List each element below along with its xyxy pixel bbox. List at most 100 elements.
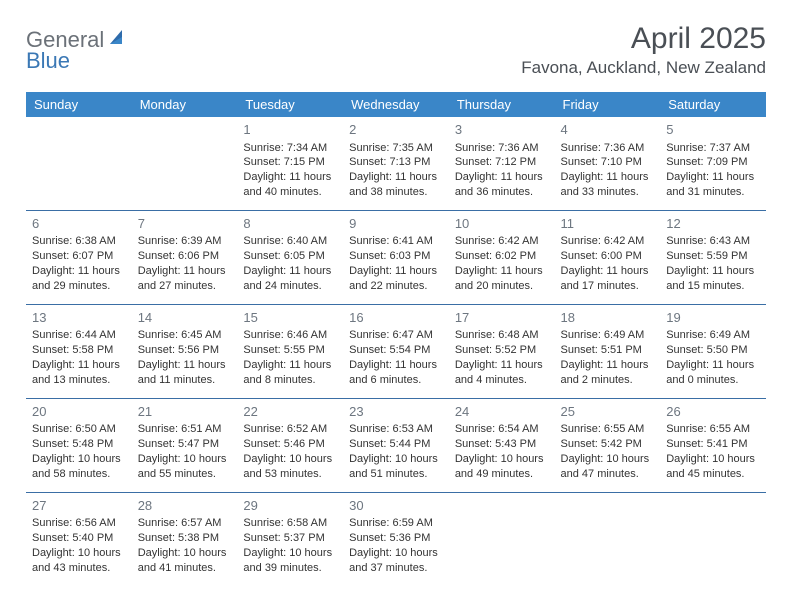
day-info-line: Sunset: 7:12 PM <box>455 155 549 170</box>
day-info-line: and 39 minutes. <box>243 561 337 576</box>
day-info-line: and 20 minutes. <box>455 279 549 294</box>
calendar-cell <box>555 492 661 585</box>
day-info-line: Sunrise: 7:36 AM <box>561 141 655 156</box>
day-info-line: Sunset: 7:13 PM <box>349 155 443 170</box>
day-info-line: and 45 minutes. <box>666 467 760 482</box>
calendar-cell <box>132 117 238 210</box>
day-number: 19 <box>666 309 760 327</box>
day-info-line: and 31 minutes. <box>666 185 760 200</box>
day-info-line: Daylight: 11 hours <box>561 170 655 185</box>
day-info-line: Sunrise: 7:36 AM <box>455 141 549 156</box>
day-info-line: Sunset: 5:52 PM <box>455 343 549 358</box>
day-info-line: Sunrise: 6:40 AM <box>243 234 337 249</box>
day-info-line: Sunrise: 6:54 AM <box>455 422 549 437</box>
calendar-cell: 10Sunrise: 6:42 AMSunset: 6:02 PMDayligh… <box>449 210 555 304</box>
calendar-cell: 12Sunrise: 6:43 AMSunset: 5:59 PMDayligh… <box>660 210 766 304</box>
day-number: 16 <box>349 309 443 327</box>
day-info-line: and 2 minutes. <box>561 373 655 388</box>
day-info-line: Sunrise: 6:43 AM <box>666 234 760 249</box>
day-header: Thursday <box>449 92 555 117</box>
day-number: 14 <box>138 309 232 327</box>
day-info-line: and 11 minutes. <box>138 373 232 388</box>
calendar-cell: 21Sunrise: 6:51 AMSunset: 5:47 PMDayligh… <box>132 398 238 492</box>
day-info-line: and 33 minutes. <box>561 185 655 200</box>
calendar-table: Sunday Monday Tuesday Wednesday Thursday… <box>26 92 766 586</box>
day-number: 29 <box>243 497 337 515</box>
day-info-line: Daylight: 11 hours <box>455 264 549 279</box>
day-info-line: Sunset: 5:43 PM <box>455 437 549 452</box>
day-info-line: Daylight: 11 hours <box>243 358 337 373</box>
day-info-line: Daylight: 10 hours <box>349 546 443 561</box>
logo-text-blue: Blue <box>26 48 70 73</box>
day-info-line: Daylight: 11 hours <box>561 358 655 373</box>
day-info-line: Sunrise: 6:44 AM <box>32 328 126 343</box>
day-number: 11 <box>561 215 655 233</box>
day-info-line: Sunset: 5:59 PM <box>666 249 760 264</box>
day-info-line: Sunset: 5:54 PM <box>349 343 443 358</box>
day-info-line: Sunrise: 6:42 AM <box>561 234 655 249</box>
day-info-line: Daylight: 11 hours <box>666 358 760 373</box>
day-info-line: Sunset: 5:38 PM <box>138 531 232 546</box>
day-info-line: Sunrise: 6:49 AM <box>561 328 655 343</box>
day-info-line: and 13 minutes. <box>32 373 126 388</box>
day-info-line: and 0 minutes. <box>666 373 760 388</box>
day-header: Sunday <box>26 92 132 117</box>
calendar-cell: 29Sunrise: 6:58 AMSunset: 5:37 PMDayligh… <box>237 492 343 585</box>
day-info-line: Daylight: 10 hours <box>32 452 126 467</box>
calendar-cell: 27Sunrise: 6:56 AMSunset: 5:40 PMDayligh… <box>26 492 132 585</box>
day-info-line: Daylight: 11 hours <box>666 170 760 185</box>
day-number: 17 <box>455 309 549 327</box>
sail-icon <box>108 28 126 51</box>
calendar-cell: 26Sunrise: 6:55 AMSunset: 5:41 PMDayligh… <box>660 398 766 492</box>
calendar-cell: 17Sunrise: 6:48 AMSunset: 5:52 PMDayligh… <box>449 304 555 398</box>
calendar-week: 20Sunrise: 6:50 AMSunset: 5:48 PMDayligh… <box>26 398 766 492</box>
day-info-line: Sunrise: 7:34 AM <box>243 141 337 156</box>
day-number: 30 <box>349 497 443 515</box>
day-number: 24 <box>455 403 549 421</box>
day-number: 27 <box>32 497 126 515</box>
day-info-line: Daylight: 10 hours <box>243 546 337 561</box>
day-info-line: and 40 minutes. <box>243 185 337 200</box>
day-info-line: and 37 minutes. <box>349 561 443 576</box>
day-info-line: Sunset: 7:15 PM <box>243 155 337 170</box>
day-info-line: Daylight: 10 hours <box>243 452 337 467</box>
day-number: 10 <box>455 215 549 233</box>
calendar-cell <box>26 117 132 210</box>
day-header-row: Sunday Monday Tuesday Wednesday Thursday… <box>26 92 766 117</box>
day-info-line: Daylight: 10 hours <box>455 452 549 467</box>
day-info-line: Daylight: 11 hours <box>32 358 126 373</box>
day-info-line: Daylight: 11 hours <box>243 264 337 279</box>
day-info-line: and 15 minutes. <box>666 279 760 294</box>
day-header: Wednesday <box>343 92 449 117</box>
calendar-cell: 11Sunrise: 6:42 AMSunset: 6:00 PMDayligh… <box>555 210 661 304</box>
calendar-cell: 3Sunrise: 7:36 AMSunset: 7:12 PMDaylight… <box>449 117 555 210</box>
day-info-line: Daylight: 10 hours <box>138 452 232 467</box>
day-info-line: Sunrise: 6:52 AM <box>243 422 337 437</box>
day-info-line: Sunrise: 6:55 AM <box>561 422 655 437</box>
calendar-cell: 13Sunrise: 6:44 AMSunset: 5:58 PMDayligh… <box>26 304 132 398</box>
day-info-line: Sunrise: 7:35 AM <box>349 141 443 156</box>
day-info-line: Sunrise: 6:53 AM <box>349 422 443 437</box>
day-info-line: Sunrise: 6:57 AM <box>138 516 232 531</box>
day-info-line: Sunset: 6:00 PM <box>561 249 655 264</box>
day-info-line: Daylight: 10 hours <box>561 452 655 467</box>
day-info-line: and 41 minutes. <box>138 561 232 576</box>
calendar-week: 1Sunrise: 7:34 AMSunset: 7:15 PMDaylight… <box>26 117 766 210</box>
month-title: April 2025 <box>521 22 766 56</box>
day-info-line: Sunrise: 6:49 AM <box>666 328 760 343</box>
day-info-line: and 47 minutes. <box>561 467 655 482</box>
day-info-line: Sunset: 5:41 PM <box>666 437 760 452</box>
day-info-line: Sunset: 5:55 PM <box>243 343 337 358</box>
day-info-line: Sunset: 5:58 PM <box>32 343 126 358</box>
calendar-week: 13Sunrise: 6:44 AMSunset: 5:58 PMDayligh… <box>26 304 766 398</box>
calendar-cell: 8Sunrise: 6:40 AMSunset: 6:05 PMDaylight… <box>237 210 343 304</box>
day-info-line: and 58 minutes. <box>32 467 126 482</box>
day-number: 5 <box>666 121 760 139</box>
day-number: 6 <box>32 215 126 233</box>
day-info-line: Daylight: 10 hours <box>349 452 443 467</box>
day-info-line: and 49 minutes. <box>455 467 549 482</box>
calendar-cell: 20Sunrise: 6:50 AMSunset: 5:48 PMDayligh… <box>26 398 132 492</box>
day-number: 12 <box>666 215 760 233</box>
day-info-line: Sunset: 5:56 PM <box>138 343 232 358</box>
day-info-line: Sunrise: 6:41 AM <box>349 234 443 249</box>
